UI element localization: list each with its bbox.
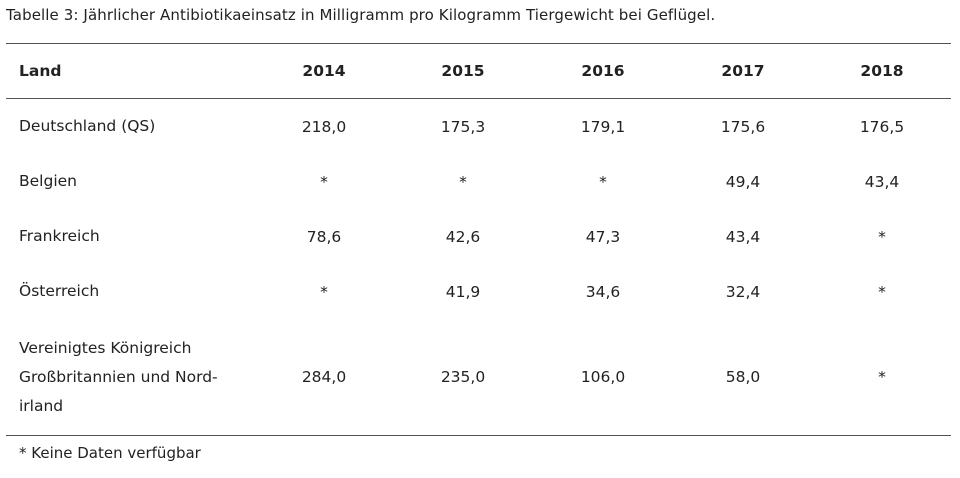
table-cell: 47,3 [585, 227, 621, 246]
table-cell: 49,4 [725, 172, 761, 191]
row-land: Belgien [19, 172, 77, 190]
header-2016: 2016 [581, 62, 625, 80]
header-2018: 2018 [860, 62, 904, 80]
table-cell: * [459, 172, 467, 191]
table-row: Vereinigtes Königreich Großbritannien un… [6, 319, 951, 435]
table-cell: 176,5 [859, 117, 905, 136]
row-land: Vereinigtes Königreich Großbritannien un… [19, 334, 218, 421]
table-bottom-rule [6, 435, 951, 436]
row-land: Deutschland (QS) [19, 117, 156, 135]
row-land-line: Großbritannien und Nord- [19, 367, 218, 386]
table-cell: 43,4 [864, 172, 900, 191]
table-cell: 175,6 [720, 117, 766, 136]
table-header-rule [6, 98, 951, 99]
table-cell: 34,6 [585, 282, 621, 301]
table-cell: 235,0 [440, 368, 486, 386]
table-cell: 32,4 [725, 282, 761, 301]
header-land: Land [19, 61, 62, 80]
table-cell: * [320, 172, 328, 191]
row-land-line: Vereinigtes Königreich [19, 338, 192, 357]
table-cell: 41,9 [445, 282, 481, 301]
table-cell: 42,6 [445, 227, 481, 246]
header-2017: 2017 [721, 62, 765, 80]
table-cell: 43,4 [725, 227, 761, 246]
footnote: * Keine Daten verfügbar [19, 444, 201, 462]
table-cell: * [878, 368, 886, 386]
row-land-line: irland [19, 396, 64, 415]
table-row: Österreich * 41,9 34,6 32,4 * [6, 264, 951, 319]
row-land: Österreich [19, 282, 100, 300]
header-2015: 2015 [441, 62, 485, 80]
table-row: Belgien * * * 49,4 43,4 [6, 154, 951, 209]
table-cell: 58,0 [725, 368, 761, 386]
table-caption: Tabelle 3: Jährlicher Antibiotikaeinsatz… [6, 6, 716, 24]
table-cell: * [878, 227, 886, 246]
table-cell: 284,0 [301, 368, 347, 386]
table-cell: 179,1 [580, 117, 626, 136]
table-row: Deutschland (QS) 218,0 175,3 179,1 175,6… [6, 99, 951, 154]
table-cell: * [599, 172, 607, 191]
table-header-row: Land 2014 2015 2016 2017 2018 [6, 44, 951, 98]
row-land: Frankreich [19, 227, 100, 245]
table-cell: * [878, 282, 886, 301]
table-cell: 218,0 [301, 117, 347, 136]
table-cell: 175,3 [440, 117, 486, 136]
table-cell: 78,6 [306, 227, 342, 246]
table-row: Frankreich 78,6 42,6 47,3 43,4 * [6, 209, 951, 264]
data-table: Land 2014 2015 2016 2017 2018 Deutschlan… [6, 43, 951, 436]
table-cell: * [320, 282, 328, 301]
table-top-rule [6, 43, 951, 44]
header-2014: 2014 [302, 62, 346, 80]
table-cell: 106,0 [580, 368, 626, 386]
